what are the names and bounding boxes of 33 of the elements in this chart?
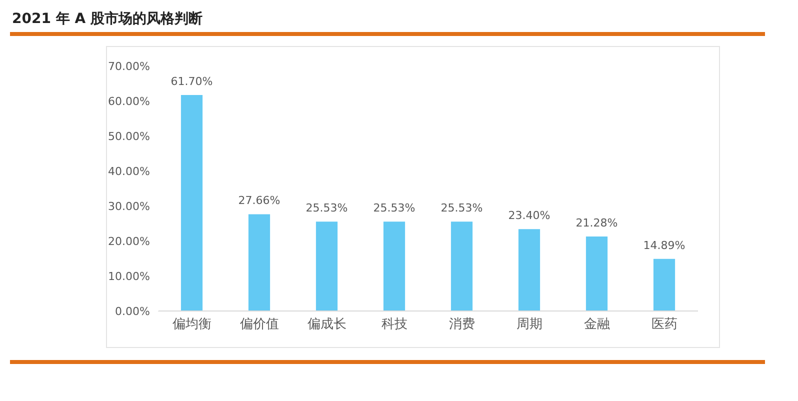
x-tick-label: 金融 [584, 317, 610, 332]
x-tick-label: 消费 [448, 317, 475, 332]
bar [450, 222, 473, 311]
bar [383, 222, 406, 311]
y-tick-label: 10.00% [108, 270, 150, 283]
x-tick-label: 偏价值 [240, 317, 279, 332]
x-tick-label: 周期 [516, 317, 542, 332]
y-tick-label: 30.00% [108, 200, 150, 213]
data-label: 21.28% [576, 216, 618, 230]
chart-title: 2021 年 A 股市场的风格判断 [12, 10, 202, 28]
bar [316, 222, 338, 311]
y-tick-label: 60.00% [108, 94, 150, 108]
bar [180, 95, 203, 311]
y-tick-label: 50.00% [108, 130, 150, 143]
data-label: 25.53% [373, 202, 416, 215]
data-label: 14.89% [643, 238, 686, 252]
y-tick-label: 20.00% [108, 234, 150, 248]
x-tick-label: 偏成长 [307, 317, 346, 332]
data-label: 23.40% [508, 209, 550, 222]
data-label: 27.66% [238, 194, 280, 208]
x-tick-label: 科技 [381, 317, 408, 332]
data-label: 25.53% [306, 202, 348, 215]
bar [518, 229, 540, 311]
x-tick-label: 偏均衡 [172, 317, 212, 332]
y-tick-label: 40.00% [108, 164, 150, 178]
bar [653, 258, 676, 311]
y-tick-label: 0.00% [115, 304, 150, 318]
bar [586, 236, 608, 311]
bar [248, 214, 270, 311]
data-label: 61.70% [170, 75, 213, 88]
y-tick-label: 70.00% [108, 60, 150, 73]
data-label: 25.53% [440, 202, 483, 215]
x-tick-label: 医药 [651, 317, 678, 332]
